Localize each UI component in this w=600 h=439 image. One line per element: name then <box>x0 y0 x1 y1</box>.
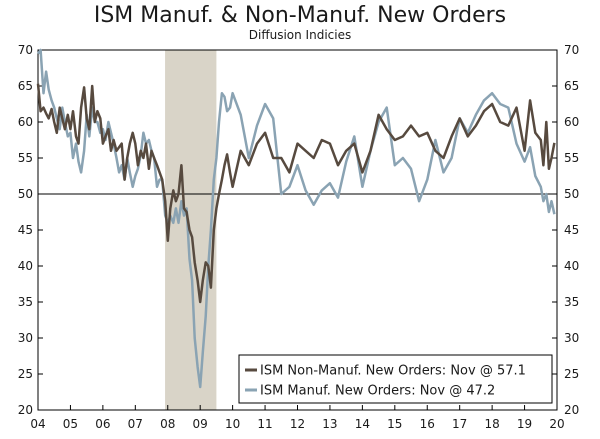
y-tick-label-left: 30 <box>18 331 33 345</box>
y-tick-label-right: 50 <box>564 187 579 201</box>
y-tick-label-right: 25 <box>564 367 579 381</box>
legend-label: ISM Manuf. New Orders: Nov @ 47.2 <box>260 384 495 399</box>
y-tick-label-right: 30 <box>564 331 579 345</box>
y-tick-label-left: 55 <box>18 151 33 165</box>
y-tick-label-left: 35 <box>18 295 33 309</box>
x-tick-label: 14 <box>355 417 370 431</box>
x-tick-label: 12 <box>290 417 305 431</box>
x-tick-label: 05 <box>63 417 78 431</box>
x-tick-label: 06 <box>95 417 110 431</box>
x-tick-label: 13 <box>322 417 337 431</box>
series-line-manuf <box>36 48 556 389</box>
y-tick-label-left: 25 <box>18 367 33 381</box>
y-tick-label-left: 50 <box>18 187 33 201</box>
x-tick-label: 08 <box>160 417 175 431</box>
legend-box <box>238 354 553 404</box>
x-tick-label: 18 <box>484 417 499 431</box>
y-tick-label-left: 65 <box>18 79 33 93</box>
x-tick-label: 20 <box>549 417 564 431</box>
y-tick-label-right: 55 <box>564 151 579 165</box>
x-tick-label: 19 <box>517 417 532 431</box>
x-tick-label: 11 <box>257 417 272 431</box>
x-tick-label: 17 <box>452 417 467 431</box>
x-tick-label: 04 <box>30 417 45 431</box>
y-tick-label-right: 40 <box>564 259 579 273</box>
y-tick-label-right: 70 <box>564 43 579 57</box>
y-tick-label-left: 70 <box>18 43 33 57</box>
y-tick-label-right: 65 <box>564 79 579 93</box>
x-tick-label: 09 <box>193 417 208 431</box>
y-tick-label-left: 45 <box>18 223 33 237</box>
y-tick-label-right: 20 <box>564 403 579 417</box>
chart-title: ISM Manuf. & Non-Manuf. New Orders <box>93 3 507 28</box>
x-tick-label: 15 <box>387 417 402 431</box>
y-tick-label-right: 35 <box>564 295 579 309</box>
x-tick-label: 16 <box>420 417 435 431</box>
y-tick-label-left: 60 <box>18 115 33 129</box>
y-tick-label-right: 60 <box>564 115 579 129</box>
x-tick-label: 07 <box>128 417 143 431</box>
y-tick-label-right: 45 <box>564 223 579 237</box>
y-tick-label-left: 20 <box>18 403 33 417</box>
chart-subtitle: Diffusion Indicies <box>248 28 352 42</box>
y-tick-label-left: 40 <box>18 259 33 273</box>
x-tick-label: 10 <box>225 417 240 431</box>
series-line-non-manuf <box>36 83 556 304</box>
legend-label: ISM Non-Manuf. New Orders: Nov @ 57.1 <box>260 364 526 379</box>
